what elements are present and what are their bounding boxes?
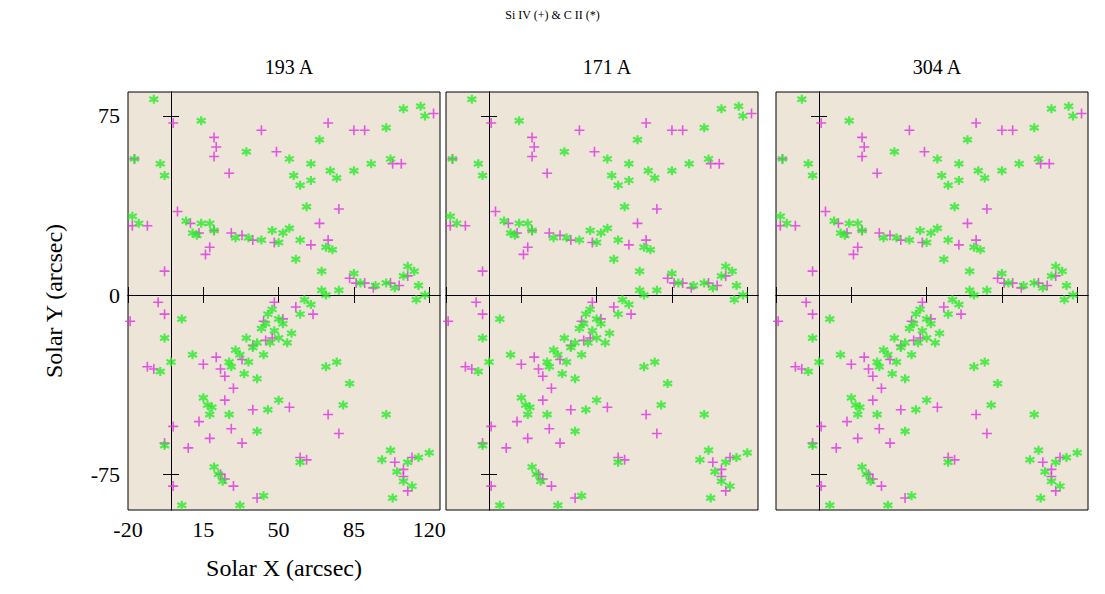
svg-text:171 A: 171 A [583,56,632,78]
svg-text:15: 15 [192,517,214,542]
svg-text:120: 120 [413,517,446,542]
svg-text:85: 85 [343,517,365,542]
svg-text:304 A: 304 A [913,56,962,78]
svg-text:Solar X (arcsec): Solar X (arcsec) [206,555,362,581]
svg-text:50: 50 [268,517,290,542]
svg-text:-20: -20 [113,517,142,542]
svg-text:-75: -75 [91,462,120,487]
svg-text:Si IV (+) & C II (*): Si IV (+) & C II (*) [505,8,600,22]
svg-text:193 A: 193 A [265,56,314,78]
svg-text:75: 75 [98,103,120,128]
svg-text:0: 0 [109,283,120,308]
svg-text:Solar Y (arcsec): Solar Y (arcsec) [41,224,67,378]
